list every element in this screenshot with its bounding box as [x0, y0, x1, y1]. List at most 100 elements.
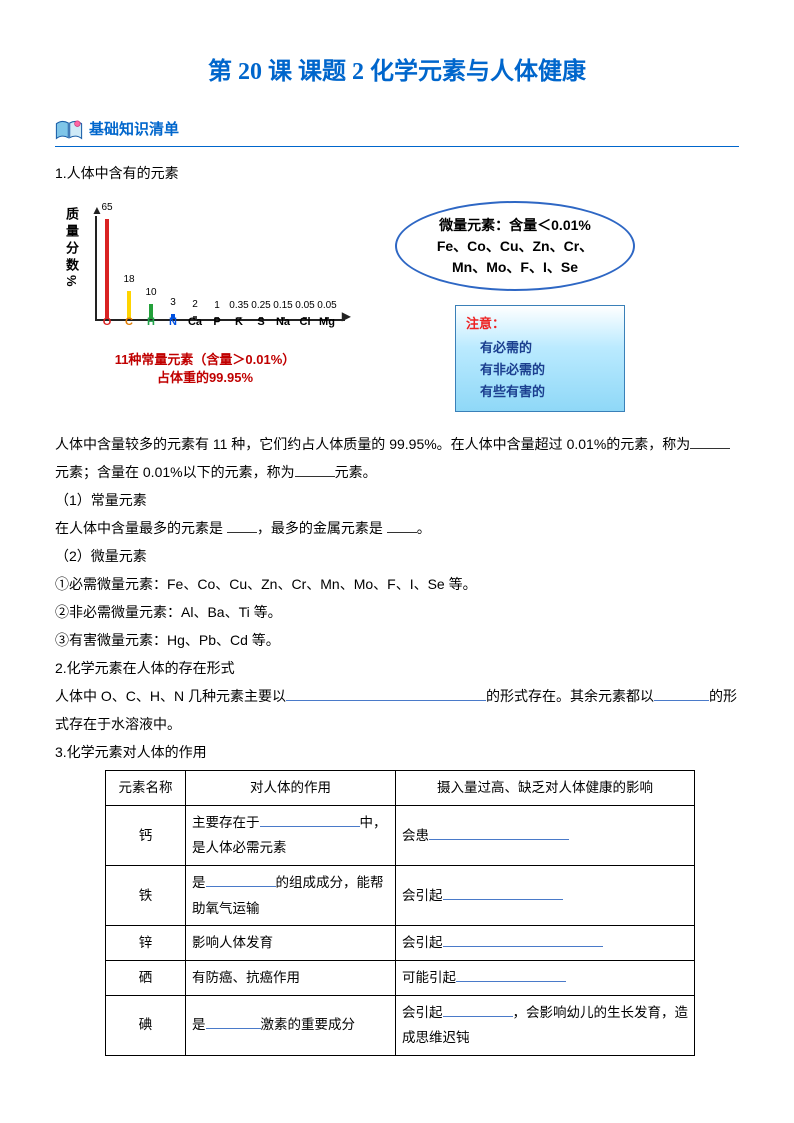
effect-cell: 会患 [396, 805, 695, 865]
table-row: 铁 是的组成成分，能帮助氧气运输 会引起 [106, 865, 695, 925]
element-name: 硒 [106, 960, 186, 995]
blank [295, 476, 335, 477]
bubble-l1: 微量元素：含量＜0.01% [419, 215, 611, 236]
figure-row: 质量分数% ▲ 65O18C10H3N2Ca1P0.35K0.25S0.15Na… [65, 201, 739, 412]
effect-cell: 可能引起 [396, 960, 695, 995]
use-cell: 影响人体发育 [186, 926, 396, 961]
heading-2: 2.化学元素在人体的存在形式 [55, 654, 739, 682]
bar-chart: 质量分数% ▲ 65O18C10H3N2Ca1P0.35K0.25S0.15Na… [65, 201, 345, 387]
text: 人体中 O、C、H、N 几种元素主要以 [55, 688, 286, 704]
table-header-row: 元素名称 对人体的作用 摄入量过高、缺乏对人体健康的影响 [106, 771, 695, 806]
effect-cell: 会引起，会影响幼儿的生长发育，造成思维迟钝 [396, 995, 695, 1055]
bar [105, 219, 109, 319]
notice-box: 注意： 有必需的 有非必需的 有些有害的 [455, 305, 625, 412]
open-book-icon [55, 119, 83, 141]
element-name: 碘 [106, 995, 186, 1055]
bar-value: 3 [170, 293, 176, 312]
table-row: 硒 有防癌、抗癌作用 可能引起 [106, 960, 695, 995]
page-title: 第 20 课 课题 2 化学元素与人体健康 [55, 50, 739, 96]
bar-label: C [125, 312, 133, 333]
table-row: 碘 是 激素的重要成分 会引起，会影响幼儿的生长发育，造成思维迟钝 [106, 995, 695, 1055]
sub-1-body: 在人体中含量最多的元素是 ，最多的金属元素是 。 [55, 514, 739, 542]
element-name: 钙 [106, 805, 186, 865]
bar-label: Cl [300, 312, 311, 333]
table-row: 锌 影响人体发育 会引起 [106, 926, 695, 961]
text: 的形式存在。其余元素都以 [486, 688, 654, 704]
col-header: 对人体的作用 [186, 771, 396, 806]
blank [260, 826, 360, 827]
bar-value: 10 [145, 283, 156, 302]
list-3: ③有害微量元素：Hg、Pb、Cd 等。 [55, 626, 739, 654]
chart-caption-l2: 占体重的99.95% [157, 370, 253, 385]
text: 是 [192, 875, 206, 890]
yaxis-label: 质量分数% [65, 207, 78, 291]
blank [206, 1028, 261, 1029]
bar-label: Ca [188, 312, 202, 333]
notice-line-1: 有必需的 [466, 337, 614, 359]
text: 会引起 [402, 935, 443, 950]
heading-3: 3.化学元素对人体的作用 [55, 738, 739, 766]
bar-value: 65 [101, 198, 112, 217]
blank [443, 946, 603, 947]
bar-label: S [257, 312, 264, 333]
effect-cell: 会引起 [396, 926, 695, 961]
use-cell: 有防癌、抗癌作用 [186, 960, 396, 995]
bar-label: Na [276, 312, 290, 333]
section-header: 基础知识清单 [55, 116, 739, 148]
text: 。 [417, 520, 431, 536]
notice-line-3: 有些有害的 [466, 381, 614, 403]
bar-label: Mg [319, 312, 335, 333]
blank [387, 532, 417, 533]
element-name: 锌 [106, 926, 186, 961]
chart-caption-l1: 11种常量元素（含量＞0.01%） [115, 352, 296, 367]
col-header: 摄入量过高、缺乏对人体健康的影响 [396, 771, 695, 806]
use-cell: 是 激素的重要成分 [186, 995, 396, 1055]
use-cell: 主要存在于中，是人体必需元素 [186, 805, 396, 865]
text: 会引起 [402, 888, 443, 903]
bar-label: H [147, 312, 155, 333]
body-para-2: 人体中 O、C、H、N 几种元素主要以的形式存在。其余元素都以的形式存在于水溶液… [55, 682, 739, 738]
heading-1: 1.人体中含有的元素 [55, 159, 739, 187]
table-row: 钙 主要存在于中，是人体必需元素 会患 [106, 805, 695, 865]
text: ，会影响幼儿的生长发育，造成思维迟钝 [402, 1005, 688, 1046]
element-name: 铁 [106, 865, 186, 925]
blank [429, 839, 569, 840]
use-cell: 是的组成成分，能帮助氧气运输 [186, 865, 396, 925]
text: 会患 [402, 828, 429, 843]
callout-bubble: 微量元素：含量＜0.01% Fe、Co、Cu、Zn、Cr、 Mn、Mo、F、I、… [395, 201, 635, 291]
notice-title: 注意： [466, 312, 614, 337]
text: 激素的重要成分 [261, 1017, 356, 1032]
sub-2: （2）微量元素 [55, 542, 739, 570]
text: 可能引起 [402, 970, 456, 985]
blank [443, 1016, 513, 1017]
blank [690, 448, 730, 449]
blank [286, 700, 486, 701]
text: 元素。 [335, 464, 377, 480]
list-2: ②非必需微量元素：Al、Ba、Ti 等。 [55, 598, 739, 626]
blank [227, 532, 257, 533]
text: 主要存在于 [192, 815, 260, 830]
text: 在人体中含量最多的元素是 [55, 520, 227, 536]
text: 的组成成分，能帮助氧气运输 [192, 875, 384, 916]
bubble-l2: Fe、Co、Cu、Zn、Cr、 [419, 236, 611, 257]
blank [206, 886, 276, 887]
effect-cell: 会引起 [396, 865, 695, 925]
bar-value: 18 [123, 270, 134, 289]
blank [654, 700, 709, 701]
bar-label: O [103, 312, 112, 333]
chart-caption: 11种常量元素（含量＞0.01%） 占体重的99.95% [65, 351, 345, 387]
text: 元素；含量在 0.01%以下的元素，称为 [55, 464, 295, 480]
blank [456, 981, 566, 982]
notice-line-2: 有非必需的 [466, 359, 614, 381]
text: 是 [192, 1017, 206, 1032]
text: 会引起 [402, 1005, 443, 1020]
text: 人体中含量较多的元素有 11 种，它们约占人体质量的 99.95%。在人体中含量… [55, 436, 690, 452]
bubble-l3: Mn、Mo、F、I、Se [419, 257, 611, 278]
bar-label: P [213, 312, 220, 333]
body-para-1: 人体中含量较多的元素有 11 种，它们约占人体质量的 99.95%。在人体中含量… [55, 430, 739, 486]
sub-1: （1）常量元素 [55, 486, 739, 514]
bar-label: K [235, 312, 243, 333]
section-header-label: 基础知识清单 [89, 116, 179, 145]
text: ，最多的金属元素是 [257, 520, 387, 536]
bar-value: 2 [192, 295, 198, 314]
